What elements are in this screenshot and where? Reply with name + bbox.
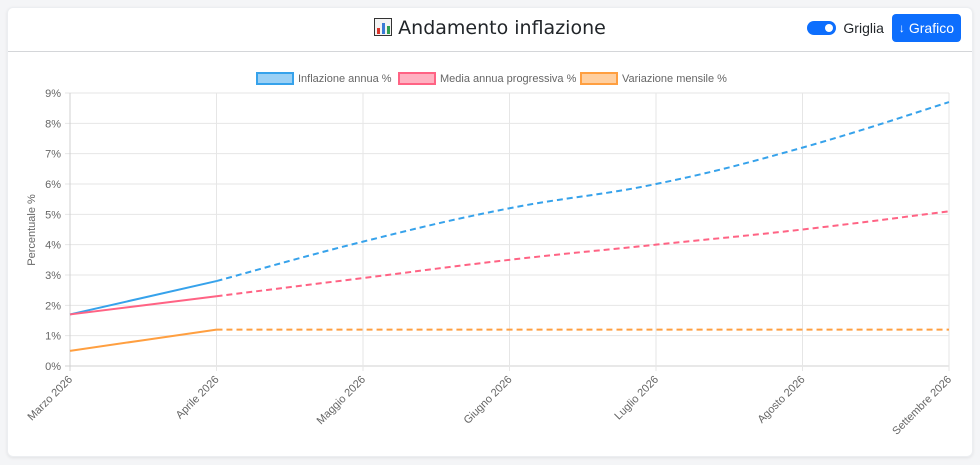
x-tick-label: Maggio 2026 — [315, 374, 368, 427]
legend-item[interactable]: Media annua progressiva % — [398, 72, 577, 85]
card-header: Andamento inflazione Griglia ↓ Grafico — [8, 8, 972, 52]
y-tick-label: 8% — [45, 118, 61, 130]
series-line-actual — [69, 295, 217, 316]
y-axis: 0% 1% 2% 3% 4% 5% 6% 7% 8% 9% — [45, 88, 61, 373]
y-tick-label: 3% — [45, 270, 61, 282]
x-tick-label: Giugno 2026 — [462, 374, 515, 427]
legend-item[interactable]: Inflazione annua % — [256, 72, 392, 85]
legend-label: Inflazione annua % — [298, 73, 392, 85]
chart-legend: Inflazione annua % Media annua progressiv… — [256, 72, 727, 85]
x-tick-label: Luglio 2026 — [612, 374, 661, 423]
x-tick-label: Settembre 2026 — [890, 374, 954, 438]
chart-lines — [69, 101, 950, 352]
y-tick-label: 6% — [45, 179, 61, 191]
legend-swatch — [256, 72, 294, 85]
y-tick-label: 2% — [45, 300, 61, 312]
y-tick-label: 1% — [45, 331, 61, 343]
x-tick-label: Aprile 2026 — [174, 374, 222, 422]
grid-toggle-label: Griglia — [843, 19, 884, 36]
y-axis-title: Percentuale % — [26, 194, 38, 266]
page-title: Andamento inflazione — [8, 17, 972, 39]
series-line-forecast — [216, 210, 950, 298]
legend-swatch — [580, 72, 618, 85]
chart-card: Andamento inflazione Griglia ↓ Grafico — [7, 7, 973, 457]
bar-chart-icon — [374, 18, 393, 36]
x-tick-label: Marzo 2026 — [26, 374, 76, 424]
legend-label: Media annua progressiva % — [440, 73, 577, 85]
download-icon: ↓ — [898, 20, 905, 35]
y-tick-label: 9% — [45, 88, 61, 100]
x-axis: Marzo 2026 Aprile 2026 Maggio 2026 Giugno 2… — [26, 374, 955, 438]
series-line-actual — [69, 328, 217, 352]
legend-swatch — [398, 72, 436, 85]
y-tick-label: 0% — [45, 361, 61, 373]
download-chart-button[interactable]: ↓ Grafico — [891, 13, 961, 42]
chart-grid — [65, 92, 950, 371]
legend-item[interactable]: Variazione mensile % — [580, 72, 727, 85]
y-tick-label: 5% — [45, 209, 61, 221]
y-tick-label: 4% — [45, 240, 61, 252]
header-controls: Griglia ↓ Grafico — [807, 13, 961, 42]
series-line-actual — [69, 280, 217, 316]
x-tick-label: Agosto 2026 — [755, 374, 807, 426]
series-line-forecast — [216, 101, 950, 283]
title-text: Andamento inflazione — [398, 17, 606, 39]
y-tick-label: 7% — [45, 149, 61, 161]
download-button-label: Grafico — [908, 19, 954, 36]
grid-toggle[interactable] — [807, 20, 837, 35]
legend-label: Variazione mensile % — [622, 73, 727, 85]
